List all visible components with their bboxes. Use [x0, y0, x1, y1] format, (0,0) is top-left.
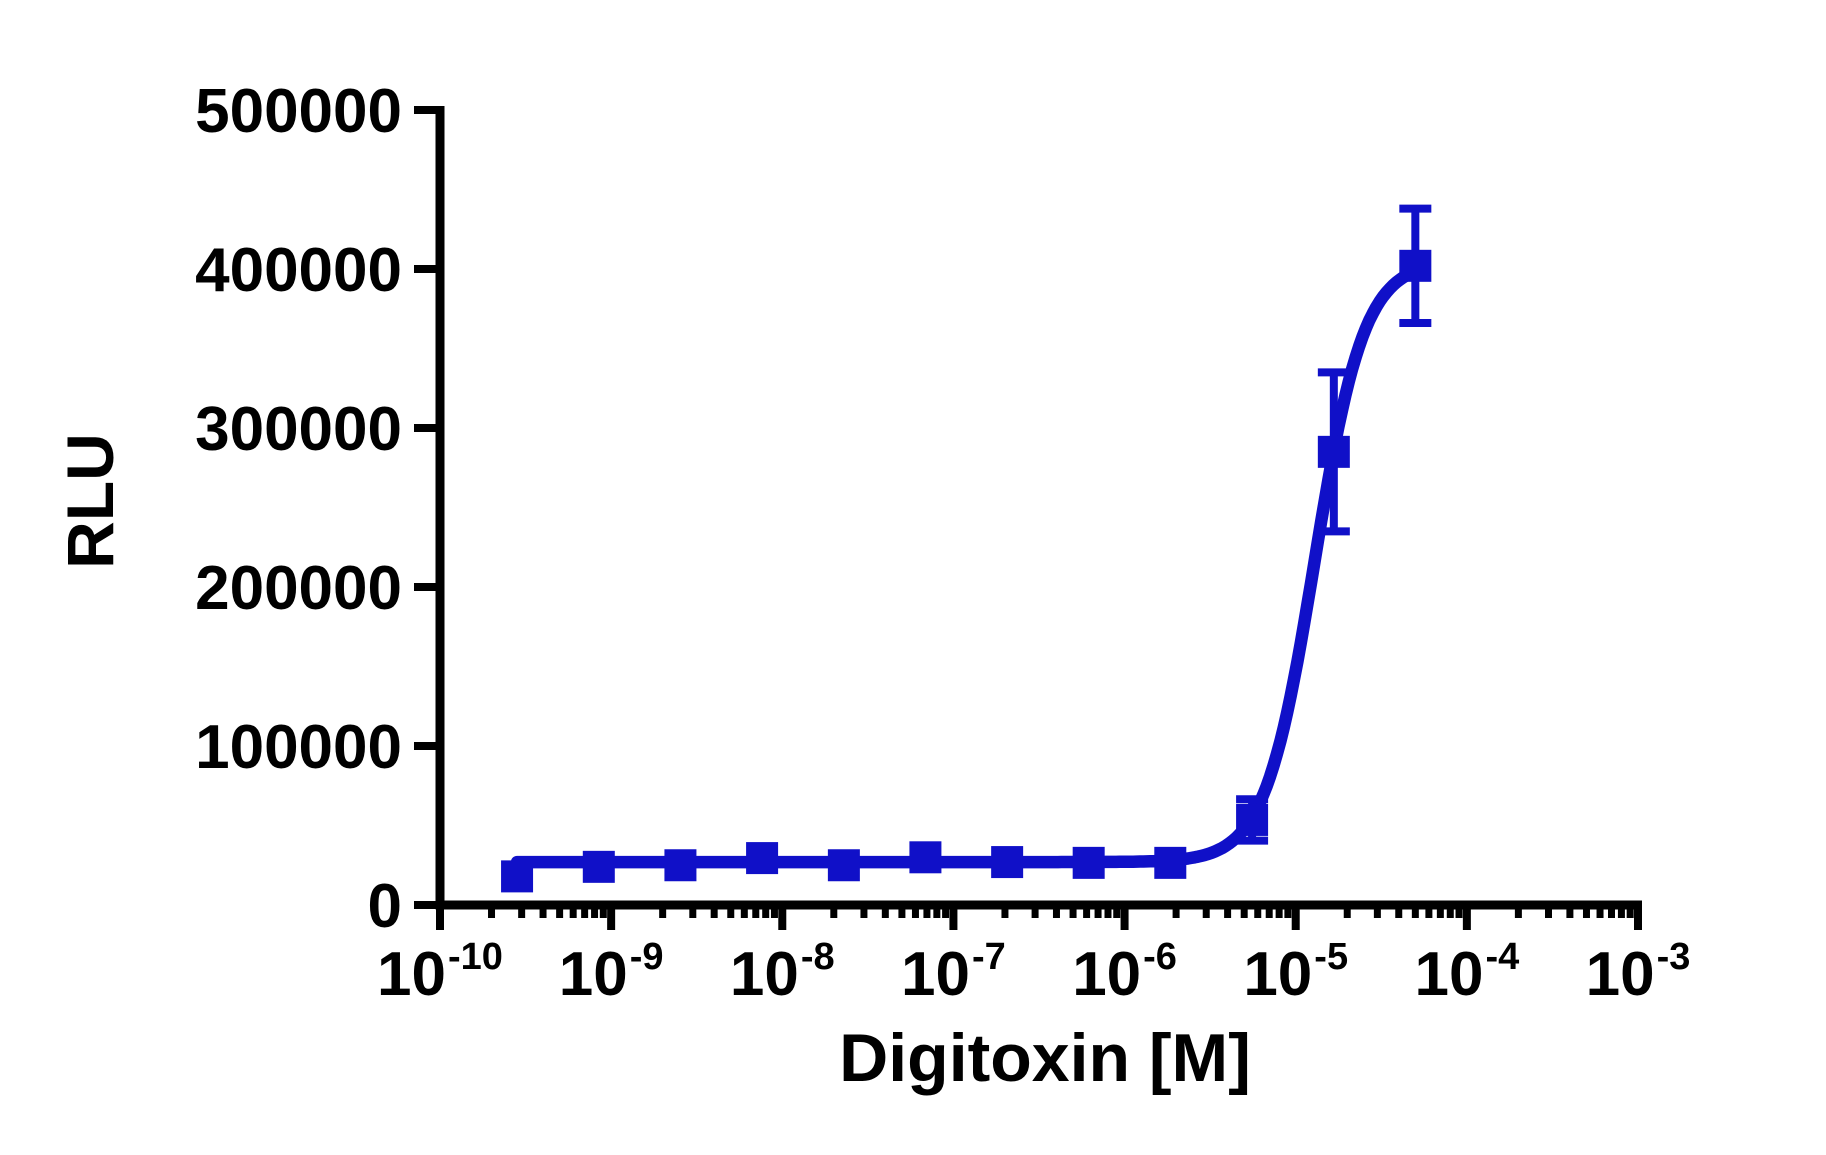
- data-point-marker: [1072, 846, 1105, 879]
- data-point-marker: [746, 842, 779, 875]
- x-tick-label: 10-10: [377, 936, 503, 1009]
- y-tick-label: 400000: [195, 236, 402, 305]
- data-point-marker: [909, 841, 942, 874]
- data-point-marker: [1236, 803, 1269, 836]
- x-tick-label: 10-7: [901, 936, 1006, 1009]
- x-tick-label: 10-4: [1414, 936, 1519, 1009]
- fit-curve: [510, 265, 1421, 869]
- data-point-marker: [991, 846, 1024, 879]
- data-point-marker: [582, 850, 615, 883]
- y-tick-label: 500000: [195, 77, 402, 146]
- x-axis-title: Digitoxin [M]: [839, 1020, 1251, 1096]
- data-point-marker: [1399, 249, 1432, 282]
- y-tick-label: 100000: [195, 713, 402, 782]
- data-point-marker: [1154, 846, 1187, 879]
- x-tick-label: 10-8: [730, 936, 835, 1009]
- y-axis-title: RLU: [53, 433, 127, 569]
- data-point-marker: [664, 849, 697, 882]
- x-tick-label: 10-5: [1243, 936, 1348, 1009]
- data-point-marker: [1317, 435, 1350, 468]
- y-tick-label: 300000: [195, 395, 402, 464]
- data-point-marker: [501, 860, 534, 893]
- data-point-marker: [827, 849, 860, 882]
- x-tick-label: 10-3: [1586, 936, 1691, 1009]
- y-tick-label: 0: [368, 872, 402, 941]
- y-tick-label: 200000: [195, 554, 402, 623]
- x-tick-label: 10-9: [559, 936, 664, 1009]
- x-tick-label: 10-6: [1072, 936, 1177, 1009]
